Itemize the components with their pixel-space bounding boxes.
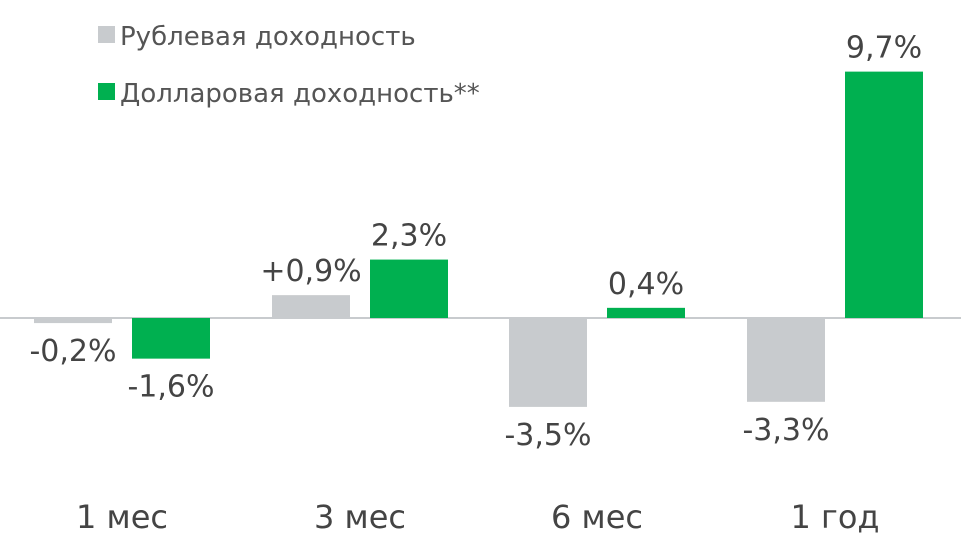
bar-rub-1 bbox=[34, 318, 112, 324]
category-labels: 1 мес 3 мес 6 мес 1 год bbox=[76, 498, 880, 536]
data-label-rub-1: -0,2% bbox=[29, 334, 116, 369]
legend-swatch-usd bbox=[98, 83, 115, 100]
bar-usd-1 bbox=[132, 318, 210, 359]
legend: Рублевая доходность Долларовая доходност… bbox=[98, 22, 480, 109]
bar-usd-3 bbox=[607, 307, 685, 318]
category-label-1: 1 мес bbox=[76, 498, 168, 536]
data-label-rub-2: +0,9% bbox=[260, 254, 361, 289]
data-labels: -0,2% -1,6% +0,9% 2,3% -3,5% 0,4% -3,3% 9,7% bbox=[29, 31, 922, 453]
bar-rub-4 bbox=[747, 318, 825, 402]
bar-usd-4 bbox=[845, 71, 923, 319]
category-label-3: 6 мес bbox=[551, 498, 643, 536]
data-label-rub-4: -3,3% bbox=[742, 413, 829, 448]
data-label-usd-1: -1,6% bbox=[127, 370, 214, 405]
data-label-rub-3: -3,5% bbox=[504, 418, 591, 453]
legend-label-usd: Долларовая доходность** bbox=[120, 79, 480, 109]
legend-label-rub: Рублевая доходность bbox=[120, 22, 416, 52]
data-label-usd-3: 0,4% bbox=[608, 267, 684, 302]
legend-swatch-rub bbox=[98, 26, 115, 43]
data-label-usd-2: 2,3% bbox=[371, 219, 447, 254]
category-label-4: 1 год bbox=[790, 498, 879, 536]
bar-usd-2 bbox=[370, 259, 448, 318]
bar-rub-2 bbox=[272, 295, 350, 318]
data-label-usd-4: 9,7% bbox=[846, 31, 922, 66]
category-label-2: 3 мес bbox=[314, 498, 406, 536]
bars bbox=[34, 71, 923, 407]
bar-rub-3 bbox=[509, 318, 587, 407]
